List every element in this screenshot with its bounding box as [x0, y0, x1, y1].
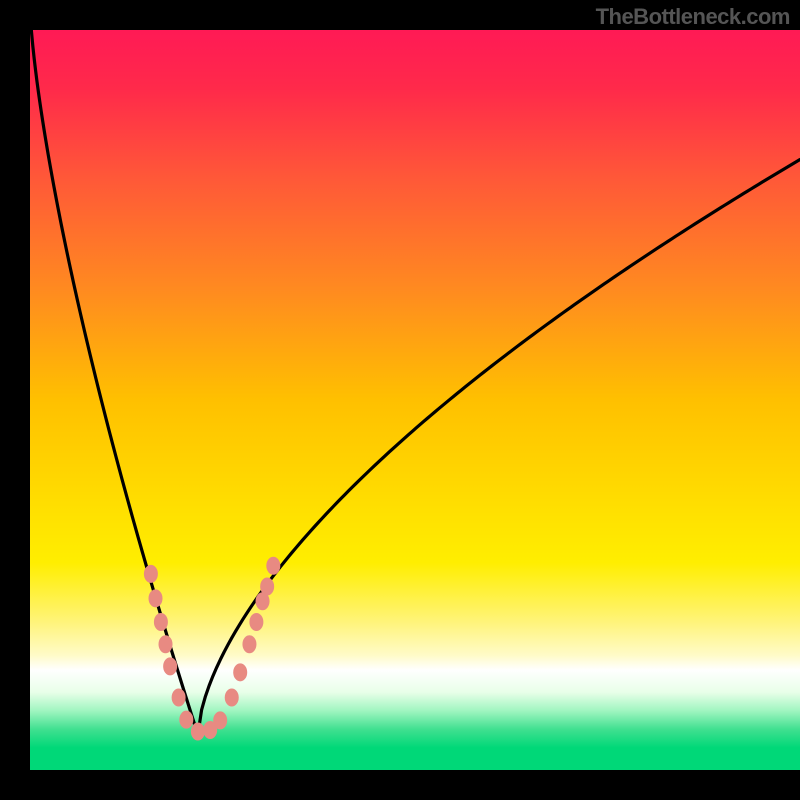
- data-marker: [266, 557, 280, 575]
- data-marker: [242, 635, 256, 653]
- bottleneck-curve-chart: [0, 0, 800, 800]
- data-marker: [149, 589, 163, 607]
- chart-root: TheBottleneck.com: [0, 0, 800, 800]
- frame-border: [0, 770, 800, 800]
- data-marker: [213, 711, 227, 729]
- data-marker: [233, 663, 247, 681]
- gradient-background: [30, 30, 800, 770]
- data-marker: [159, 635, 173, 653]
- data-marker: [260, 577, 274, 595]
- data-marker: [144, 565, 158, 583]
- data-marker: [249, 613, 263, 631]
- data-marker: [191, 723, 205, 741]
- watermark-text: TheBottleneck.com: [596, 4, 790, 30]
- data-marker: [172, 688, 186, 706]
- data-marker: [225, 688, 239, 706]
- data-marker: [179, 711, 193, 729]
- data-marker: [163, 657, 177, 675]
- data-marker: [154, 613, 168, 631]
- frame-border: [0, 0, 30, 800]
